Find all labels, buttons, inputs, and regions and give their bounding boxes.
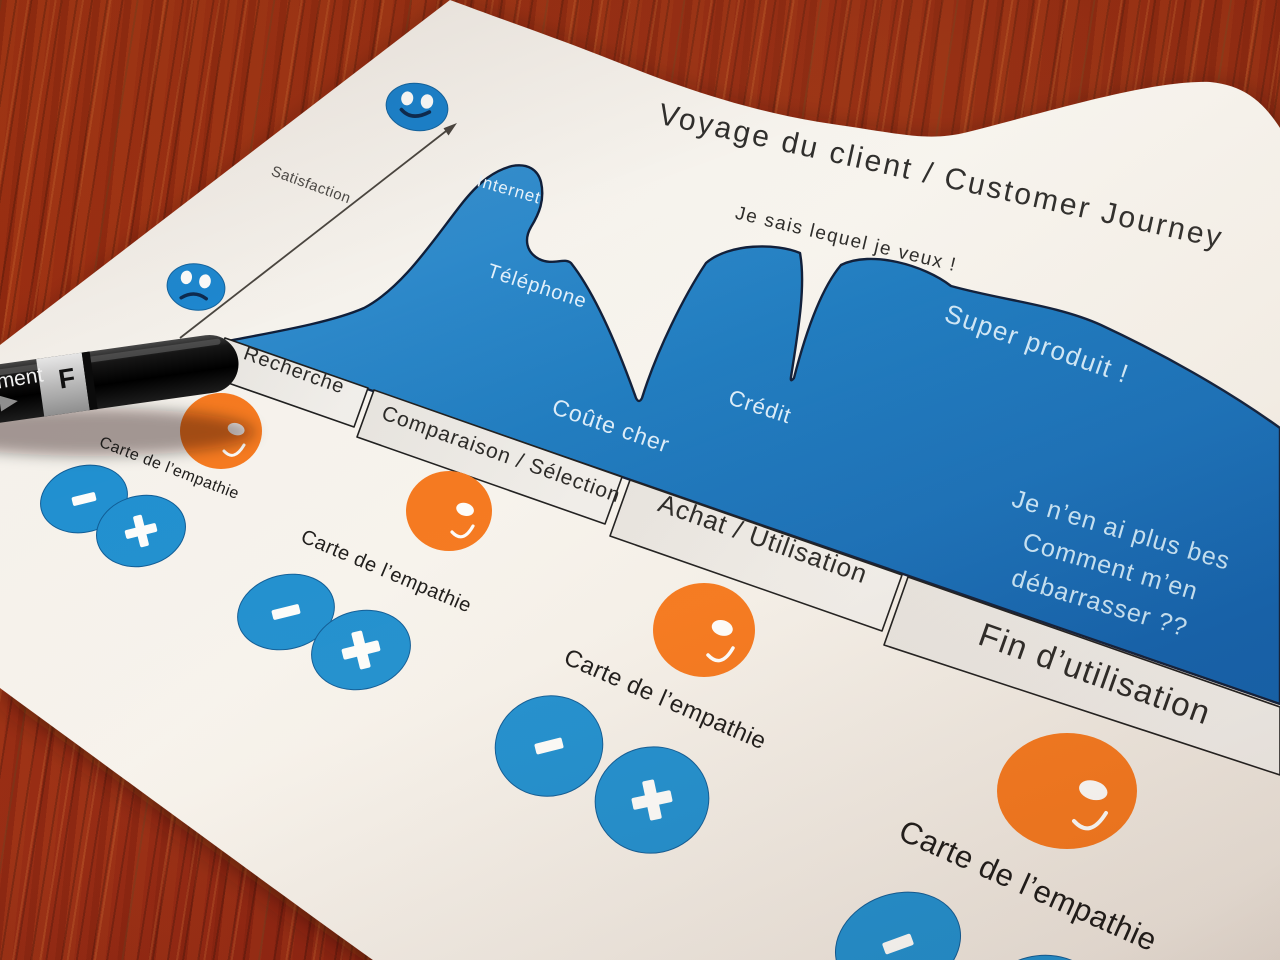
pen-arrow-glyph: [0, 395, 18, 412]
marker-pen: [0, 334, 255, 456]
orange-smiley-icon: [653, 583, 755, 677]
pen-silver-band: [36, 352, 90, 417]
happy-smiley-icon: [385, 82, 449, 132]
phase-band-segment-achat: [609, 479, 903, 632]
plus-sticker-icon: [311, 609, 411, 691]
plus-sticker-icon: [977, 954, 1103, 960]
minus-sticker-icon: [237, 573, 335, 651]
phase-band: [210, 337, 1280, 776]
orange-smiley-icon: [997, 733, 1137, 849]
phase-band-segment-comparaison: [356, 389, 623, 525]
sad-smiley-icon: [166, 263, 226, 311]
plus-sticker-icon: [96, 494, 186, 568]
orange-smiley-icon: [406, 471, 492, 551]
satisfaction-axis-arrow: [179, 123, 457, 339]
plus-sticker-icon: [594, 746, 710, 854]
minus-sticker-icon: [494, 695, 604, 797]
minus-sticker-icon: [834, 891, 962, 960]
phase-band-segment-fin: [883, 576, 1280, 776]
journey-curve: [226, 164, 1280, 706]
